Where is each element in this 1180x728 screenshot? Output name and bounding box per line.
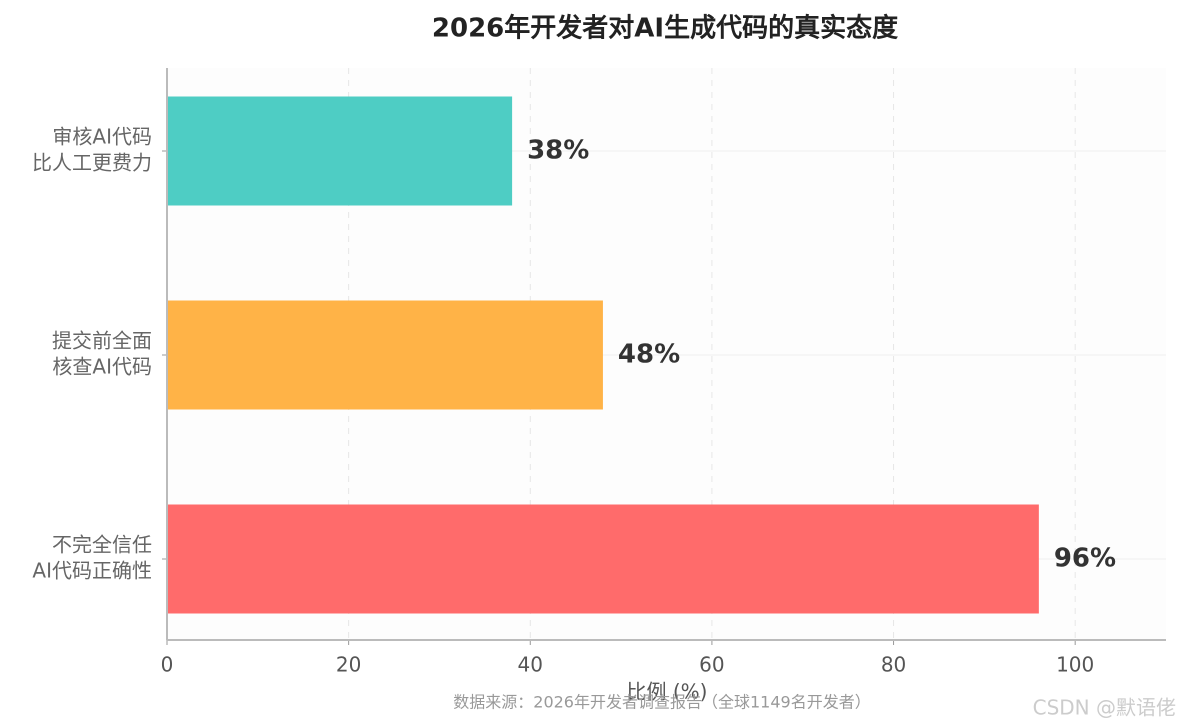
- x-tick-label: 20: [336, 653, 361, 677]
- y-tick-label: 核查AI代码: [52, 355, 152, 379]
- value-label: 38%: [527, 136, 589, 166]
- y-tick-label: 审核AI代码: [52, 125, 152, 149]
- y-tick-label: 提交前全面: [52, 329, 152, 353]
- bar: [167, 504, 1039, 614]
- y-tick-label: 不完全信任: [52, 533, 152, 557]
- x-tick-label: 80: [881, 653, 906, 677]
- bar: [167, 300, 603, 410]
- x-tick-label: 60: [699, 653, 724, 677]
- bar: [167, 96, 513, 206]
- y-tick-label: 比人工更费力: [32, 151, 152, 175]
- value-label: 96%: [1054, 544, 1116, 574]
- x-tick-label: 100: [1056, 653, 1094, 677]
- y-tick-label: AI代码正确性: [32, 559, 152, 583]
- x-tick-label: 40: [518, 653, 543, 677]
- x-axis-label: 比例 (%): [627, 680, 708, 704]
- x-tick-label: 0: [161, 653, 174, 677]
- footnote: 数据来源：2026年开发者调查报告（全球1149名开发者）: [453, 693, 870, 712]
- watermark: CSDN @默语佬: [1033, 696, 1176, 720]
- chart-title: 2026年开发者对AI生成代码的真实态度: [432, 13, 898, 44]
- value-label: 48%: [618, 340, 680, 370]
